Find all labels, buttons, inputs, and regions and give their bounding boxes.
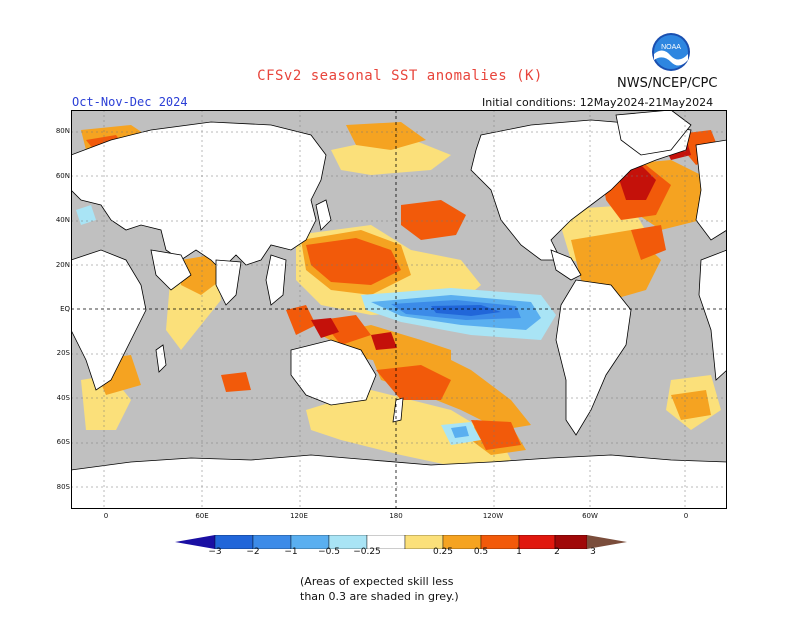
colorbar-label: 0.25 [432, 547, 454, 557]
noaa-logo-icon: NOAA [652, 33, 690, 71]
lon-label: 0 [683, 512, 689, 520]
map-title: CFSv2 seasonal SST anomalies (K) [257, 68, 543, 84]
lat-label: 80N [55, 127, 70, 135]
lat-label: 60S [56, 438, 70, 446]
colorbar [175, 535, 627, 549]
colorbar-label: 3 [590, 547, 596, 557]
colorbar-label: −3 [208, 547, 222, 557]
colorbar-label: 1 [516, 547, 522, 557]
lon-label: 60E [195, 512, 209, 520]
skill-note: (Areas of expected skill less than 0.3 a… [300, 574, 590, 604]
agency-label: NWS/NCEP/CPC [617, 76, 718, 91]
lat-label: 40N [55, 216, 70, 224]
initial-conditions-label: Initial conditions: 12May2024-21May2024 [482, 96, 714, 109]
skill-note-line1: (Areas of expected skill less [300, 575, 454, 588]
colorbar-label: 2 [554, 547, 560, 557]
graticule [71, 110, 727, 509]
lon-label: 0 [103, 512, 109, 520]
colorbar-cell [175, 535, 215, 549]
colorbar-cell [587, 535, 627, 549]
colorbar-label: −2 [246, 547, 260, 557]
lon-label: 60W [582, 512, 598, 520]
lon-label: 180 [389, 512, 403, 520]
sst-anomaly-map [71, 110, 727, 509]
skill-note-line2: than 0.3 are shaded in grey.) [300, 590, 459, 603]
lon-label: 120W [482, 512, 504, 520]
lat-label: EQ [60, 305, 70, 313]
colorbar-label: −0.5 [318, 547, 340, 557]
colorbar-label: −1 [284, 547, 298, 557]
continents [71, 110, 727, 509]
lat-label: 20S [56, 349, 70, 357]
lat-label: 60N [55, 172, 70, 180]
lat-label: 20N [55, 261, 70, 269]
lat-label: 80S [56, 483, 70, 491]
anomaly-deep-blue [431, 305, 501, 316]
lat-label: 40S [56, 394, 70, 402]
colorbar-label: −0.25 [353, 547, 381, 557]
lon-label: 120E [290, 512, 308, 520]
colorbar-label: 0.5 [473, 547, 489, 557]
equator-dateline [71, 110, 727, 509]
season-label: Oct-Nov-Dec 2024 [72, 95, 188, 109]
svg-text:NOAA: NOAA [661, 44, 681, 51]
